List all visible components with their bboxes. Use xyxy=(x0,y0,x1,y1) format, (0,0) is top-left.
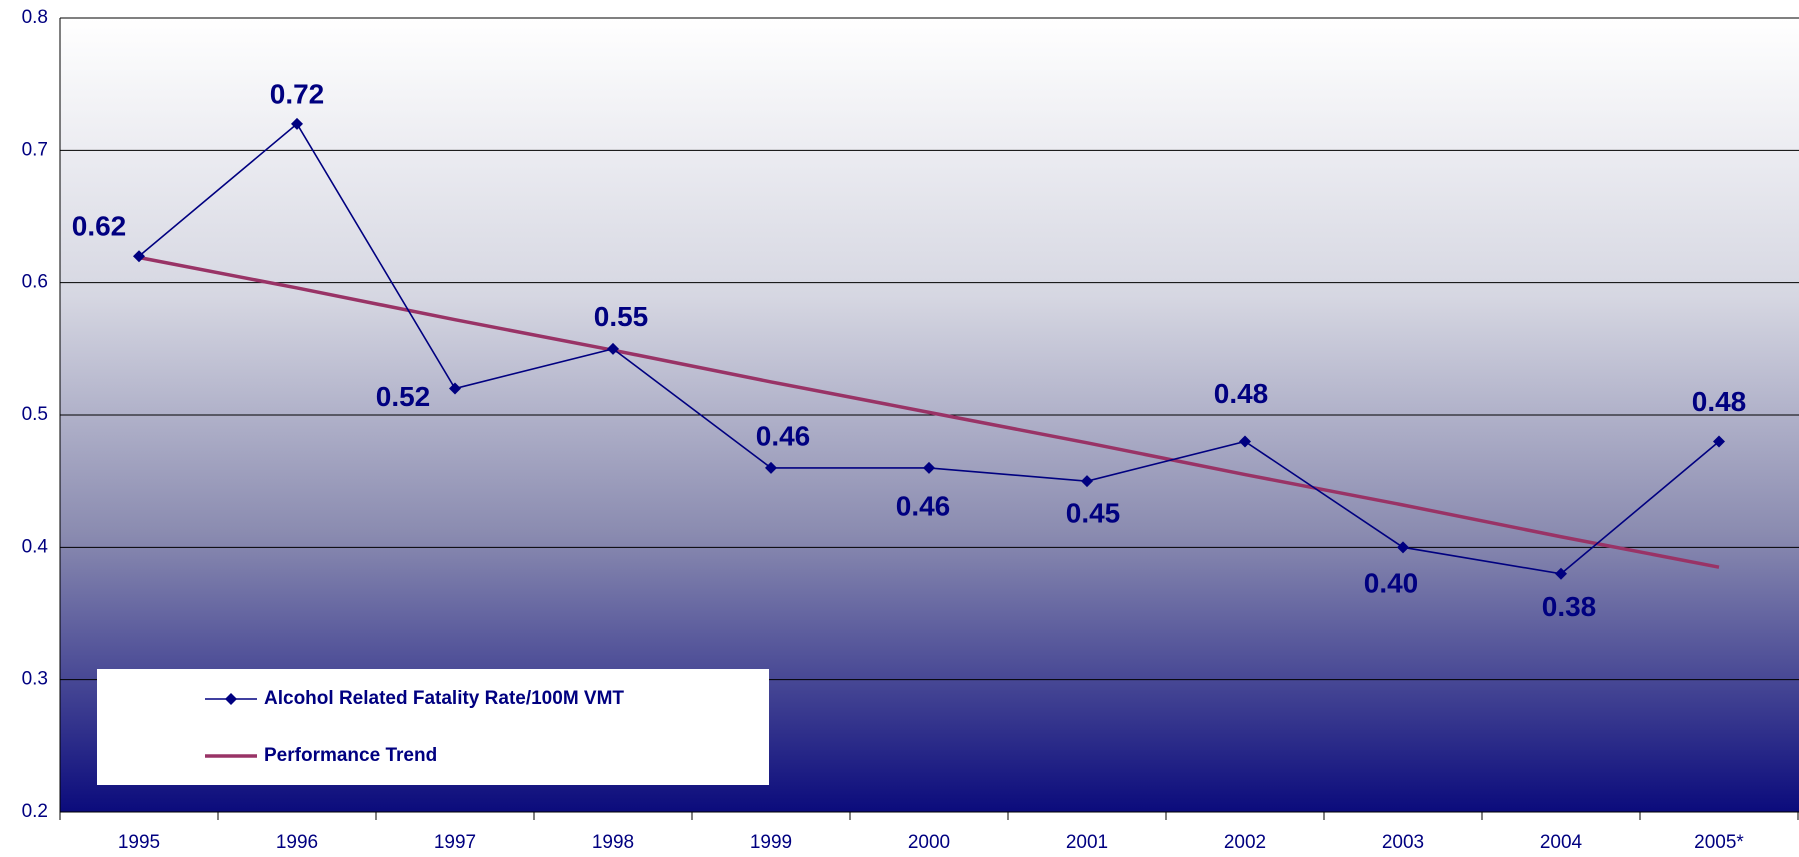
y-tick-label: 0.3 xyxy=(22,669,48,690)
series-line xyxy=(138,255,1720,569)
data-label: 0.52 xyxy=(376,381,431,412)
data-label: 0.45 xyxy=(1066,498,1121,529)
marker xyxy=(291,117,303,130)
y-tick-label: 0.7 xyxy=(22,139,48,160)
marker xyxy=(607,342,619,355)
data-label: 0.48 xyxy=(1214,378,1269,409)
y-tick-label: 0.2 xyxy=(22,801,48,822)
data-label: 0.46 xyxy=(896,490,951,521)
y-tick-label: 0.4 xyxy=(22,536,49,557)
legend-label: Performance Trend xyxy=(264,745,437,766)
legend xyxy=(97,669,769,785)
data-label: 0.48 xyxy=(1692,386,1747,417)
legend-marker xyxy=(225,693,237,705)
marker xyxy=(449,382,461,395)
x-tick-label: 1997 xyxy=(434,832,476,853)
marker xyxy=(133,250,145,263)
data-label: 0.72 xyxy=(270,78,325,109)
x-tick-label: 1999 xyxy=(750,832,792,853)
x-tick-label: 1995 xyxy=(118,832,160,853)
legend-label: Alcohol Related Fatality Rate/100M VMT xyxy=(264,688,624,709)
x-tick-label: 2002 xyxy=(1224,832,1266,853)
x-tick-label: 2003 xyxy=(1382,832,1424,853)
marker xyxy=(1397,541,1409,554)
y-tick-label: 0.6 xyxy=(22,272,48,293)
y-tick-label: 0.5 xyxy=(22,404,48,425)
marker xyxy=(765,461,777,474)
y-tick-label: 0.8 xyxy=(22,7,48,28)
data-label: 0.46 xyxy=(756,420,811,451)
x-tick-label: 2001 xyxy=(1066,832,1108,853)
marker xyxy=(1081,475,1093,488)
marker xyxy=(1713,435,1725,448)
marker xyxy=(1239,435,1251,448)
x-tick-label: 2004 xyxy=(1540,832,1583,853)
data-label: 0.62 xyxy=(72,211,127,242)
x-tick-label: 2005* xyxy=(1694,832,1744,853)
data-label: 0.38 xyxy=(1542,591,1597,622)
x-tick-label: 2000 xyxy=(908,832,950,853)
x-tick-label: 1998 xyxy=(592,832,634,853)
x-tick-label: 1996 xyxy=(276,832,318,853)
marker xyxy=(1555,567,1567,580)
data-label: 0.40 xyxy=(1364,568,1419,599)
marker xyxy=(923,461,935,474)
data-label: 0.55 xyxy=(594,301,649,332)
